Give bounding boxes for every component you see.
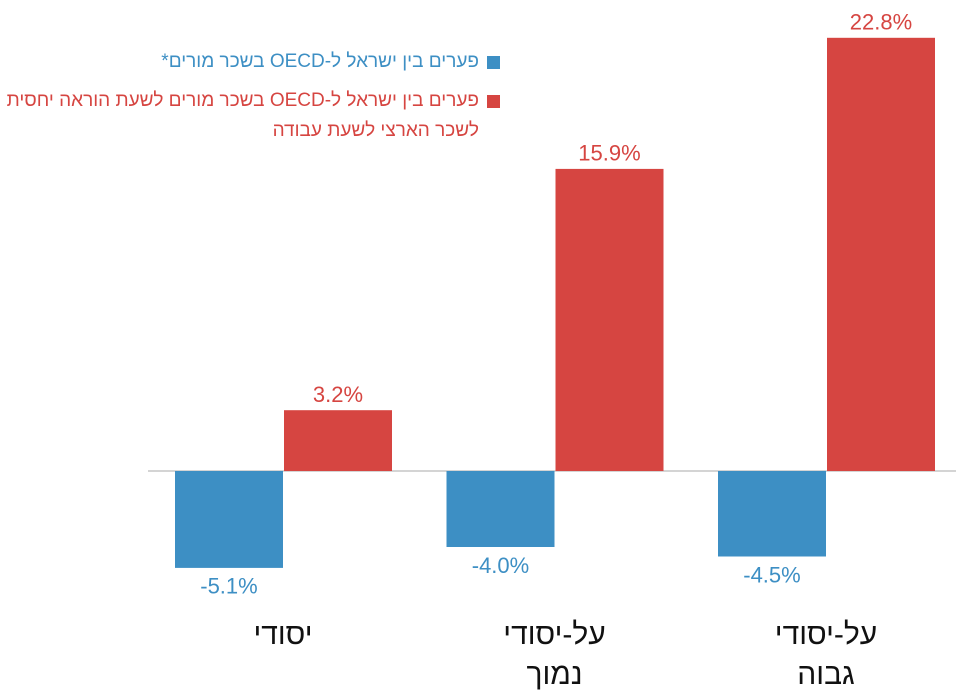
value-label: 15.9%	[578, 141, 640, 166]
bar	[284, 410, 392, 471]
bar	[175, 471, 283, 568]
legend-swatch	[487, 95, 500, 108]
legend-swatch	[487, 56, 500, 69]
legend-label: פערים בין ישראל ל-OECD בשכר מורים לשעת ה…	[6, 90, 479, 141]
bar	[827, 37, 935, 472]
legend-item: פערים בין ישראל ל-OECD בשכר מורים*	[0, 51, 502, 77]
x-tick-label: יסודי	[253, 618, 312, 651]
value-label: 22.8%	[850, 10, 912, 35]
bar	[718, 471, 826, 557]
value-label: -4.0%	[472, 553, 529, 578]
value-label: 3.2%	[313, 382, 363, 407]
bar	[555, 168, 664, 471]
legend-label: פערים בין ישראל ל-OECD בשכר מורים*	[161, 51, 479, 72]
bar	[446, 471, 555, 547]
value-label: -4.5%	[743, 562, 800, 587]
x-tick-label: על-יסודי גבוה	[775, 618, 877, 691]
x-tick-label: על-יסודי נמוך	[503, 618, 605, 691]
legend-item: פערים בין ישראל ל-OECD בשכר מורים לשעת ה…	[0, 90, 502, 146]
value-label: -5.1%	[200, 574, 257, 599]
legend: פערים בין ישראל ל-OECD בשכר מורים* פערים …	[0, 51, 502, 160]
